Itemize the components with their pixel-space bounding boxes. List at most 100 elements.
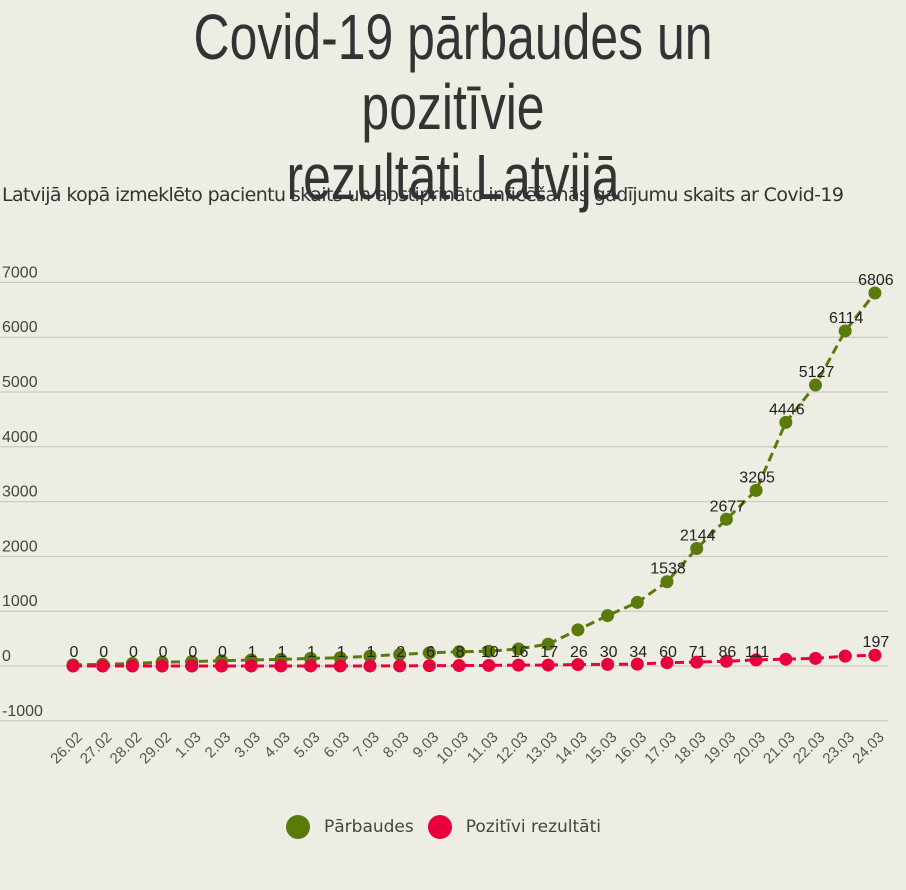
legend-item-positive[interactable]: Pozitīvi rezultāti — [427, 815, 601, 839]
data-label: 2 — [396, 644, 405, 661]
data-point-0 — [512, 642, 525, 656]
x-tick-label: 28.02 — [107, 729, 146, 768]
x-tick-label: 29.02 — [136, 729, 175, 768]
data-point-0 — [719, 512, 733, 526]
x-tick-label: 14.03 — [552, 729, 591, 768]
x-tick-label: 16.03 — [612, 729, 651, 768]
legend-label-positive: Pozitīvi rezultāti — [465, 817, 601, 837]
x-tick-label: 20.03 — [730, 729, 769, 768]
data-point-1 — [809, 651, 822, 665]
data-label: 71 — [689, 644, 707, 661]
data-point-1 — [125, 659, 139, 673]
legend-item-tests[interactable]: Pārbaudes — [286, 815, 414, 839]
data-point-1 — [66, 659, 80, 673]
y-tick-label: 0 — [2, 648, 11, 665]
data-label: 1 — [307, 644, 316, 661]
line-chart: -10000100020003000400050006000700026.022… — [0, 264, 894, 768]
data-point-0 — [393, 647, 407, 661]
x-tick-label: 27.02 — [77, 729, 116, 768]
x-tick-label: 11.03 — [464, 729, 502, 767]
x-tick-label: 1.03 — [172, 729, 205, 762]
y-tick-label: 7000 — [2, 264, 38, 281]
data-label: 30 — [600, 644, 618, 661]
data-point-1 — [244, 659, 258, 673]
data-point-1 — [333, 659, 347, 673]
data-label: 6 — [426, 644, 435, 661]
legend-marker-positive — [427, 815, 452, 839]
chart-subtitle: Latvijā kopā izmeklēto pacientu skaits u… — [2, 184, 844, 206]
data-label: 86 — [719, 644, 737, 661]
data-point-0 — [749, 483, 763, 497]
y-tick-label: 6000 — [2, 319, 38, 336]
data-point-1 — [571, 658, 585, 672]
y-tick-label: 1000 — [2, 593, 38, 610]
data-label: 0 — [159, 644, 168, 661]
data-point-1 — [719, 654, 733, 668]
data-label: 2677 — [710, 498, 746, 515]
data-label: 0 — [188, 644, 197, 661]
y-tick-label: 3000 — [2, 484, 38, 501]
x-tick-label: 19.03 — [701, 729, 740, 768]
data-label: 1538 — [650, 561, 686, 578]
data-label: 60 — [659, 644, 677, 661]
y-tick-label: 5000 — [2, 374, 38, 391]
data-label: 8 — [456, 644, 465, 661]
data-label: 3205 — [739, 469, 775, 486]
data-label: 4446 — [769, 401, 805, 418]
data-label: 1 — [367, 644, 376, 661]
data-point-1 — [185, 659, 199, 673]
data-point-1 — [274, 659, 288, 673]
data-label: 1 — [337, 644, 346, 661]
data-point-0 — [660, 575, 674, 589]
data-label: 2144 — [680, 528, 716, 545]
chart-legend: Pārbaudes Pozitīvi rezultāti — [286, 815, 615, 839]
data-label: 10 — [481, 644, 499, 661]
data-label: 5127 — [799, 364, 835, 381]
data-point-0 — [630, 595, 644, 609]
data-point-1 — [215, 659, 228, 673]
x-tick-label: 6.03 — [320, 729, 353, 762]
data-point-1 — [422, 659, 436, 673]
data-point-1 — [779, 652, 793, 666]
data-point-0 — [690, 542, 704, 556]
series-line-0 — [72, 292, 877, 667]
data-point-1 — [690, 655, 704, 669]
data-label: 197 — [863, 634, 890, 651]
data-point-0 — [601, 609, 615, 623]
data-point-0 — [809, 378, 822, 392]
data-label: 0 — [218, 644, 227, 661]
chart-title: Covid-19 pārbaudes un pozitīvie rezultāt… — [100, 2, 807, 212]
data-point-1 — [96, 659, 110, 673]
x-tick-label: 7.03 — [350, 729, 383, 762]
x-tick-label: 4.03 — [261, 729, 294, 762]
x-tick-label: 22.03 — [790, 729, 829, 768]
data-point-1 — [541, 658, 555, 672]
y-tick-label: -1000 — [2, 703, 43, 720]
data-point-1 — [601, 657, 615, 671]
x-tick-label: 21.03 — [760, 729, 799, 768]
data-label: 0 — [99, 644, 108, 661]
legend-label-tests: Pārbaudes — [324, 817, 414, 837]
x-tick-label: 5.03 — [291, 729, 324, 762]
data-point-1 — [512, 658, 525, 672]
data-point-0 — [779, 415, 793, 429]
data-point-1 — [363, 659, 377, 673]
x-tick-label: 10.03 — [433, 729, 472, 768]
data-point-0 — [868, 286, 882, 300]
data-point-1 — [838, 649, 852, 663]
x-tick-label: 8.03 — [380, 729, 413, 762]
x-tick-label: 12.03 — [493, 729, 532, 768]
series-line-1 — [73, 653, 875, 668]
data-label: 0 — [129, 644, 138, 661]
x-tick-label: 24.03 — [849, 729, 888, 768]
x-tick-label: 17.03 — [641, 729, 680, 768]
data-point-0 — [422, 646, 436, 660]
legend-marker-tests — [286, 815, 310, 839]
x-tick-label: 18.03 — [671, 729, 710, 768]
data-point-0 — [541, 637, 555, 651]
data-point-0 — [363, 649, 377, 663]
data-point-0 — [838, 324, 852, 338]
x-tick-label: 15.03 — [582, 729, 621, 768]
data-label: 6806 — [858, 272, 894, 289]
data-point-1 — [482, 658, 496, 672]
